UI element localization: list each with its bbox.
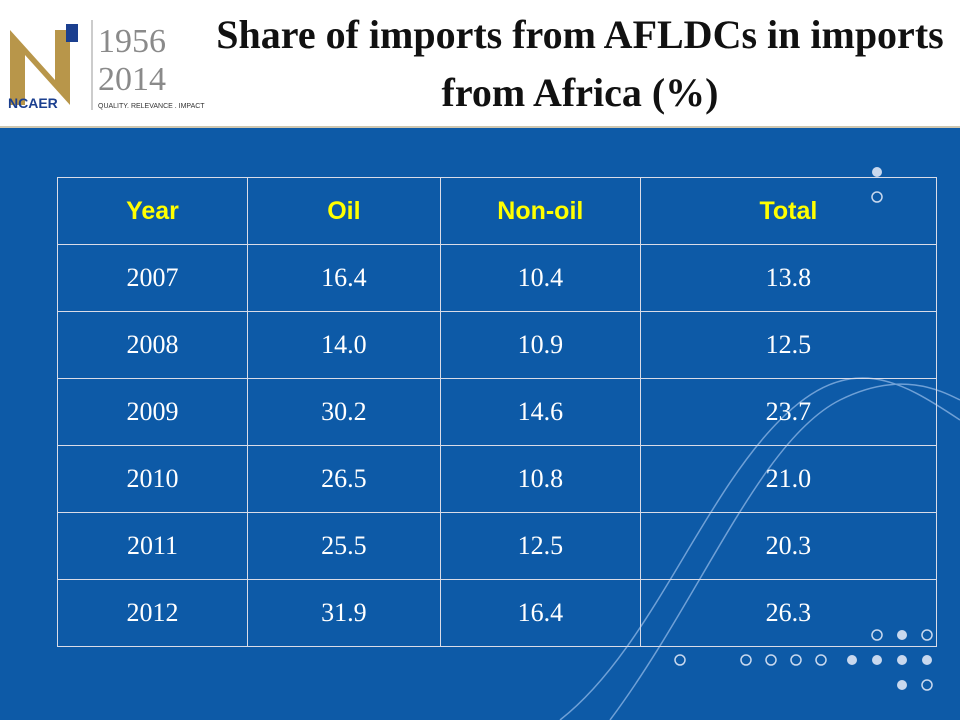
table-cell: 10.8 bbox=[439, 445, 641, 513]
table-cell: 2009 bbox=[57, 378, 248, 446]
table-cell: 20.3 bbox=[639, 512, 938, 580]
table-cell: 14.0 bbox=[246, 311, 441, 379]
header-row: Year Oil Non-oil Total bbox=[57, 177, 938, 245]
table-cell: 13.8 bbox=[639, 244, 938, 312]
table-cell: 2010 bbox=[57, 445, 248, 513]
table-cell: 26.5 bbox=[246, 445, 441, 513]
table-row: 2012 31.9 16.4 26.3 bbox=[57, 579, 938, 647]
logo-tagline: QUALITY. RELEVANCE . IMPACT bbox=[98, 103, 205, 110]
table-cell: 12.5 bbox=[439, 512, 641, 580]
table-cell: 10.4 bbox=[439, 244, 641, 312]
logo: 1956 2014 NCAER QUALITY. RELEVANCE . IMP… bbox=[8, 20, 205, 111]
table-cell: 2008 bbox=[57, 311, 248, 379]
table-cell: 25.5 bbox=[246, 512, 441, 580]
table-cell: 16.4 bbox=[439, 579, 641, 647]
table-row: 2010 26.5 10.8 21.0 bbox=[57, 445, 938, 513]
column-header: Year bbox=[57, 177, 248, 245]
logo-mark bbox=[10, 30, 70, 105]
header: 1956 2014 NCAER QUALITY. RELEVANCE . IMP… bbox=[0, 0, 960, 128]
table-cell: 14.6 bbox=[439, 378, 641, 446]
table-row: 2008 14.0 10.9 12.5 bbox=[57, 311, 938, 379]
table-cell: 16.4 bbox=[246, 244, 441, 312]
table-cell: 2007 bbox=[57, 244, 248, 312]
table-cell: 23.7 bbox=[639, 378, 938, 446]
table-cell: 2012 bbox=[57, 579, 248, 647]
column-header: Oil bbox=[246, 177, 441, 245]
logo-name: NCAER bbox=[8, 95, 58, 111]
table-cell: 12.5 bbox=[639, 311, 938, 379]
logo-year: 1956 bbox=[98, 23, 166, 60]
table-cell: 2011 bbox=[57, 512, 248, 580]
logo-year: 2014 bbox=[98, 61, 166, 98]
table-cell: 31.9 bbox=[246, 579, 441, 647]
table-row: 2007 16.4 10.4 13.8 bbox=[57, 244, 938, 312]
data-table: Year Oil Non-oil Total 2007 16.4 10.4 13.8 2008 1… bbox=[57, 177, 938, 647]
table-row: 2011 25.5 12.5 20.3 bbox=[57, 512, 938, 580]
table-cell: 10.9 bbox=[439, 311, 641, 379]
column-header: Total bbox=[639, 177, 938, 245]
table-cell: 21.0 bbox=[639, 445, 938, 513]
logo-square bbox=[66, 24, 78, 42]
title: Share of imports from AFLDCs in imports … bbox=[216, 12, 944, 115]
table-cell: 30.2 bbox=[246, 378, 441, 446]
column-header: Non-oil bbox=[439, 177, 641, 245]
table-row: 2009 30.2 14.6 23.7 bbox=[57, 378, 938, 446]
table-cell: 26.3 bbox=[639, 579, 938, 647]
